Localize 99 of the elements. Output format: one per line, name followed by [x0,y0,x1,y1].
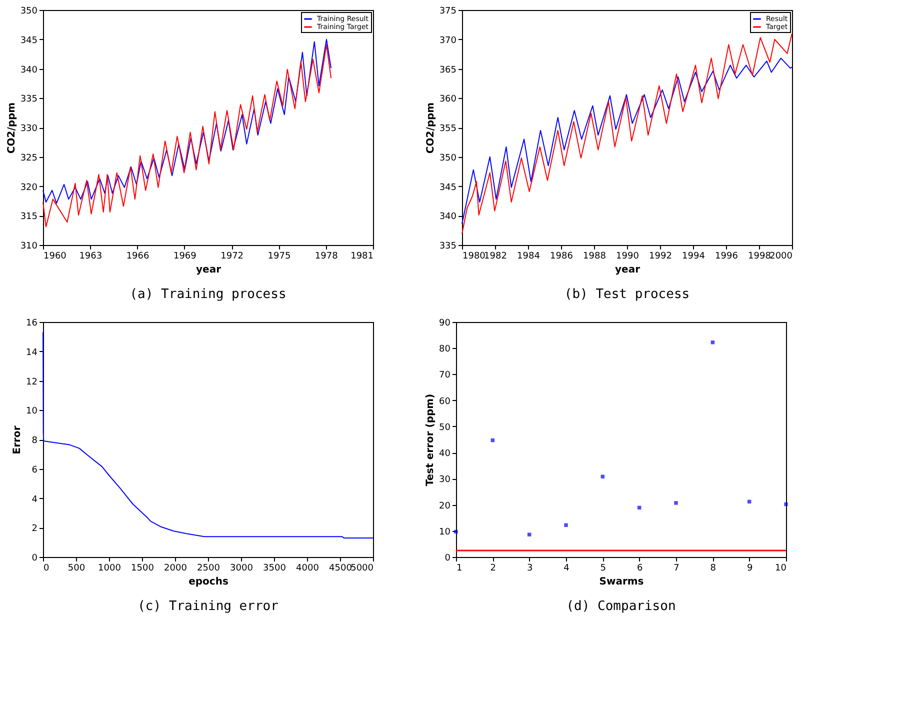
x-tick-label: 2000 [164,564,188,574]
x-tick-label: 4000 [296,564,320,574]
y-tick-label: 0 [32,554,38,564]
x-axis-title: year [615,264,640,276]
y-tick-label: 340 [20,65,38,76]
y-tick-label: 20 [439,501,451,512]
y-tick-label: 16 [26,318,38,328]
point [784,502,788,506]
y-tick-label: 80 [439,344,451,355]
point [527,532,532,536]
y-tick-label: 30 [439,475,451,486]
x-tick-label: 9 [746,564,753,574]
x-tick-label: 1972 [220,252,244,262]
x-tick-label: 3 [526,564,533,574]
y-tick-label: 345 [20,36,38,46]
x-tick-label: 8 [710,564,716,574]
x-axis-title: year [196,264,222,276]
x-tick-label: 1975 [268,252,291,262]
y-tick-label: 360 [439,94,457,105]
y-tick-label: 2 [32,524,38,534]
x-tick-label: 1 [456,564,462,574]
x-axis-title: Swarms [599,576,644,588]
x-tick-label: 1963 [79,252,102,262]
x-tick-label: 1994 [682,252,706,262]
x-tick-label: 2000 [770,252,793,262]
x-tick-label: 1988 [583,252,606,262]
x-tick-label: 3500 [263,564,286,574]
x-tick-label: 1992 [649,252,672,262]
x-axis-title: epochs [188,576,228,588]
x-tick-label: 10 [775,564,787,574]
x-tick-label: 4 [564,564,570,574]
point [674,501,678,505]
y-tick-label: 370 [439,36,457,46]
y-tick-label: 335 [439,242,456,252]
x-tick-label: 1980 [462,252,486,262]
point [564,523,568,528]
x-tick-label: 6 [636,564,643,574]
y-tick-label: 310 [20,242,38,252]
y-axis-title: Test error (ppm) [425,394,436,486]
x-tick-label: 5000 [350,564,374,574]
y-tick-label: 4 [32,494,38,505]
y-tick-label: 70 [439,370,451,381]
line-series [42,332,374,539]
y-tick-label: 14 [26,348,38,358]
x-tick-label: 1500 [131,564,154,574]
y-tick-label: 320 [20,182,38,193]
y-tick-label: 325 [20,153,38,164]
x-tick-label: 5 [600,564,606,574]
y-tick-label: 0 [444,554,451,564]
y-tick-label: 340 [439,212,457,222]
x-tick-label: 1966 [126,252,150,262]
y-tick-label: 350 [20,6,38,16]
x-tick-label: 3000 [230,564,254,574]
x-tick-label: 1982 [484,252,507,262]
y-tick-label: 50 [439,422,451,433]
y-axis-title: CO2/ppm [6,102,18,154]
text: (b) Test process [564,287,690,302]
line-series [462,33,792,234]
text: (a) Training process [130,287,286,302]
x-tick-label: 1000 [98,564,122,574]
y-tick-label: 60 [439,396,451,407]
x-tick-label: 2500 [197,564,220,574]
x-tick-label: 1990 [616,252,640,262]
y-axis-title: CO2/ppm [425,102,436,154]
x-tick-label: 1969 [173,252,197,262]
y-tick-label: 10 [26,406,38,417]
y-tick-label: 345 [439,182,456,193]
x-tick-label: 1996 [715,252,738,262]
x-tick-label: 1978 [314,252,338,262]
y-tick-label: 8 [32,436,38,446]
line-series [42,38,332,204]
x-tick-label: 1998 [748,252,772,262]
y-tick-label: 365 [439,65,456,76]
x-tick-label: 500 [68,564,86,574]
x-tick-label: 1960 [44,252,67,262]
y-axis-title: Error [12,426,24,454]
y-tick-label: 6 [32,465,38,476]
point [600,474,605,478]
text: (d) Comparison [566,599,676,614]
y-tick-label: 335 [20,94,38,105]
y-tick-label: 355 [439,124,456,134]
x-tick-label: 1984 [517,252,540,262]
x-tick-label: 7 [674,564,680,574]
line-series [462,58,792,224]
y-tick-label: 40 [439,449,451,460]
text: (c) Training error [138,599,279,614]
y-tick-label: 315 [20,212,38,222]
y-tick-label: 350 [439,153,457,164]
y-tick-label: 330 [20,124,38,134]
x-tick-label: 0 [44,564,50,574]
y-tick-label: 12 [26,377,38,388]
y-tick-label: 10 [439,527,451,538]
x-tick-label: 2 [490,564,496,574]
y-tick-label: 90 [439,318,451,328]
x-tick-label: 4500 [329,564,352,574]
x-tick-label: 1986 [550,252,574,262]
y-tick-label: 375 [439,6,456,16]
x-tick-label: 1981 [350,252,374,262]
line-series [42,44,332,228]
